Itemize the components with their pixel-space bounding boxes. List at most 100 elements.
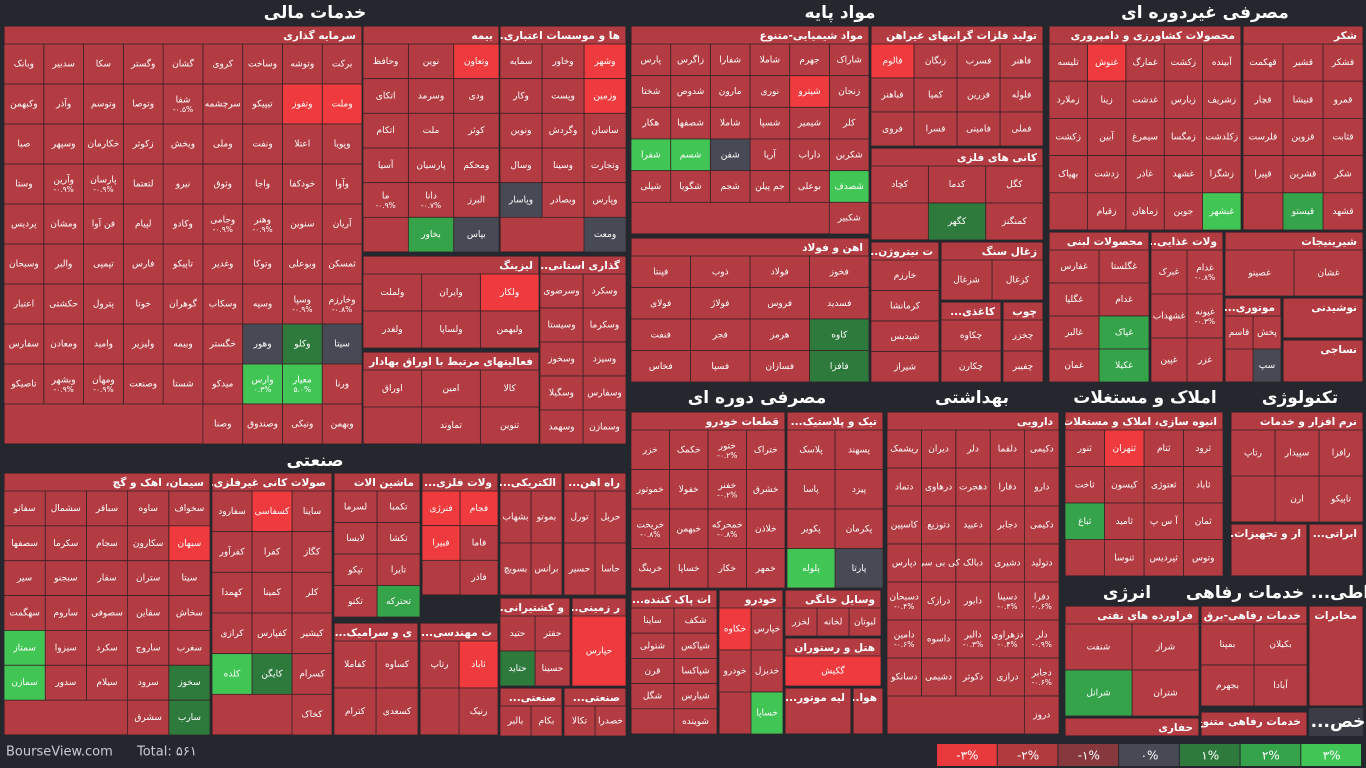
stock-name: رافزا (1332, 449, 1351, 459)
stock-name: دسبحان (889, 593, 918, 603)
stock-name: دیران (928, 445, 949, 455)
sector-title: ...اطی (1311, 583, 1366, 603)
stock-name: دفرا (1034, 593, 1050, 603)
stock-name: شنفت (1087, 643, 1111, 653)
stock-tile (212, 612, 253, 655)
group-title: نساجی (1320, 344, 1357, 356)
stock-name: بکام (539, 717, 555, 727)
stock-name: سفانو (13, 504, 36, 514)
stock-name: درازی (996, 673, 1018, 683)
group-title: ...ی و سرامیک (335, 627, 413, 639)
stock-change: -۰.۸% (332, 305, 352, 314)
stock-tile (1003, 350, 1043, 382)
stock-name: درازک (927, 596, 950, 607)
stock-name: وکلو (293, 340, 310, 350)
stock-name: وزمین (593, 92, 616, 102)
stock-tile (44, 664, 87, 701)
stock-tile (1104, 539, 1145, 576)
stock-name: سدور (54, 678, 76, 688)
stock-tile (631, 508, 670, 549)
group-title: خدمات رفاهی-برق (1204, 610, 1301, 622)
stock-name: سخاش (176, 609, 203, 619)
stock-tile (1163, 192, 1203, 230)
stock-tile (750, 649, 783, 693)
stock-name: زکشت (1171, 58, 1197, 68)
stock-tile (828, 75, 869, 108)
stock-name: حاسا (601, 565, 620, 575)
stock-name: حسیر (568, 565, 590, 575)
stock-name: خکاوه (724, 625, 746, 635)
stock-tile (631, 138, 672, 172)
stock-name: غاذر (1136, 170, 1153, 180)
stock-tile (534, 650, 570, 686)
stock-name: سصوفی (91, 609, 123, 619)
stock-tile (540, 307, 584, 343)
stock-tile (363, 369, 423, 408)
industry-group: ...الکتریکی بموتو بشهاب برانس بسویچ (500, 473, 562, 595)
stock-tile (321, 283, 362, 325)
group-box (853, 688, 883, 734)
stock-name: ولملت (380, 288, 404, 298)
stock-tile (202, 43, 244, 85)
group-box (785, 688, 851, 734)
stock-name: پکرمان (846, 524, 873, 534)
stock-tile (564, 542, 596, 595)
stock-tile (242, 243, 283, 285)
stock-tile (887, 581, 922, 621)
stock-tile (1243, 155, 1284, 194)
stock-name: وایران (439, 288, 462, 298)
stock-tile (363, 182, 409, 218)
stock-name: دبالک (963, 559, 983, 569)
stock-name: آبادا (1273, 679, 1288, 691)
stock-tile (168, 630, 210, 666)
group-title: ...هوا (848, 692, 877, 704)
stock-tile (631, 658, 675, 685)
stock-name: جهرم (799, 55, 819, 65)
legend-swatch (1179, 744, 1240, 766)
stock-name: وآوا (335, 178, 349, 190)
stock-name: ثامید (1115, 517, 1133, 527)
stock-tile (583, 182, 626, 218)
stock-name: کالا (504, 384, 517, 394)
sector-title: انرژی (1103, 583, 1151, 603)
stock-name: شیمیر (797, 119, 821, 129)
sector-box (1309, 708, 1363, 736)
stock-tile (1065, 466, 1105, 504)
stock-tile (1049, 155, 1088, 194)
stock-name: غشان (1317, 269, 1339, 279)
stock-name: خدیزل (755, 667, 779, 677)
stock-name: شکف (685, 616, 707, 626)
stock-name: شفن (721, 150, 740, 160)
stock-name: ورنا (335, 380, 349, 390)
stock-name: وسرضوی (543, 287, 579, 297)
stock-tile (453, 43, 499, 80)
stock-name: پلوله (802, 564, 820, 574)
stock-tile (1049, 282, 1100, 317)
stock-name: ملت (423, 126, 440, 136)
stock-name: شصفها (677, 119, 704, 129)
stock-tile (871, 43, 915, 79)
stock-change: -۰.۴% (997, 602, 1017, 611)
stock-name: وسینا (553, 161, 573, 171)
stock-name: فامینی (966, 125, 991, 135)
stock-change: -۰.۹% (213, 225, 233, 234)
stock-tile (564, 490, 596, 544)
stock-tile (162, 123, 204, 165)
stock-tile (1125, 155, 1165, 194)
stock-change: -۰.۴% (997, 640, 1017, 649)
stock-tile (86, 595, 129, 631)
stock-tile (459, 559, 498, 595)
stock-tile (809, 255, 869, 288)
stock-name: تکالا (572, 717, 588, 727)
stock-name: فنفت (651, 330, 671, 340)
stock-name: وکار (512, 92, 529, 102)
stock-name: خبهمن (677, 524, 701, 534)
stock-tile (86, 490, 129, 527)
stock-name: خودرو (723, 667, 747, 677)
stock-name: ولکار (499, 288, 519, 298)
stock-tile (1151, 293, 1188, 339)
group-title: ...ت نیتروژن (866, 246, 933, 258)
stock-name: حپارس (586, 647, 612, 657)
stock-tile (1183, 539, 1223, 576)
industry-group: تولید فلزات گرانبهای غیراهن فاهنر فسرب زنگا… (871, 26, 1043, 146)
